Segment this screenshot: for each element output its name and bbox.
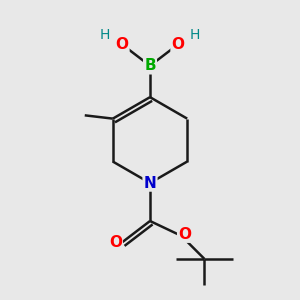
- Text: B: B: [144, 58, 156, 73]
- Text: O: O: [172, 37, 184, 52]
- Text: N: N: [144, 176, 156, 190]
- Text: O: O: [109, 235, 122, 250]
- Text: O: O: [116, 37, 128, 52]
- Text: O: O: [178, 227, 191, 242]
- Text: H: H: [100, 28, 110, 42]
- Text: H: H: [190, 28, 200, 42]
